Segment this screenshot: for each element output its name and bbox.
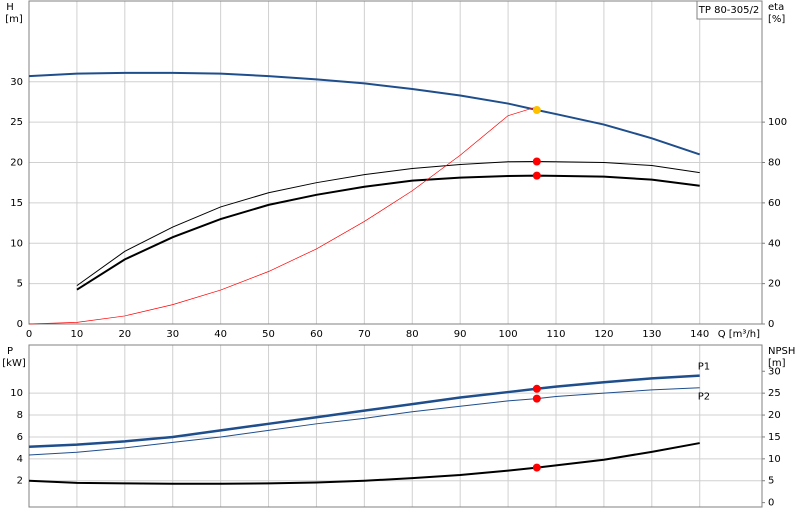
x-tick-label: 120 [594, 329, 613, 340]
y-tick-label: 20 [10, 158, 23, 169]
x-tick-label: 0 [26, 329, 32, 340]
curve [28, 442, 700, 485]
x-tick-label: 10 [71, 329, 84, 340]
chart-title: TP 80-305/2 [698, 5, 759, 16]
curve [28, 387, 700, 456]
y2-tick-label: 20 [768, 279, 781, 290]
y2-tick-label: 80 [768, 158, 781, 169]
curve [28, 106, 537, 325]
duty-point [532, 106, 541, 115]
y2-axis-unit: [m] [768, 358, 786, 369]
y-tick-label: 15 [10, 198, 23, 209]
y2-tick-label: 25 [768, 388, 781, 399]
y2-tick-label: 0 [768, 498, 774, 509]
duty-point [532, 157, 541, 166]
y2-tick-label: 20 [768, 410, 781, 421]
plot-frame [28, 0, 763, 325]
y-axis-unit: [kW] [2, 358, 26, 369]
x-tick-label: 130 [642, 329, 661, 340]
x-tick-label: 60 [310, 329, 323, 340]
x-tick-label: 140 [690, 329, 709, 340]
x-tick-label: 40 [214, 329, 227, 340]
y-tick-label: 5 [17, 279, 23, 290]
curve [28, 374, 700, 449]
y-tick-label: 10 [10, 238, 23, 249]
x-tick-label: 50 [262, 329, 275, 340]
y2-tick-label: 100 [768, 117, 787, 128]
duty-point [532, 394, 541, 403]
curve-label: P1 [698, 362, 710, 373]
duty-point [532, 463, 541, 472]
duty-point [532, 171, 541, 180]
title-box [696, 0, 763, 20]
y2-tick-label: 30 [768, 366, 781, 377]
x-axis-label: Q [m³/h] [718, 329, 760, 340]
curve-label: P2 [698, 392, 710, 403]
y-axis-label: P [7, 346, 13, 357]
x-tick-label: 110 [546, 329, 565, 340]
x-tick-label: 90 [454, 329, 467, 340]
x-tick-label: 80 [406, 329, 419, 340]
y-axis-unit: [m] [5, 14, 23, 25]
y2-tick-label: 5 [768, 476, 774, 487]
y-tick-label: 30 [10, 77, 23, 88]
curve [76, 160, 700, 287]
x-tick-label: 30 [166, 329, 179, 340]
y-tick-label: 2 [17, 476, 23, 487]
x-tick-label: 20 [118, 329, 131, 340]
y-tick-label: 0 [17, 319, 23, 330]
x-tick-label: 100 [499, 329, 518, 340]
y-tick-label: 4 [17, 454, 23, 465]
y-tick-label: 8 [17, 410, 23, 421]
y-tick-label: 6 [17, 432, 23, 443]
y2-axis-unit: [%] [768, 14, 785, 25]
y2-axis-label: eta [768, 2, 784, 13]
y-axis-label: H [6, 2, 14, 13]
y-tick-label: 10 [10, 388, 23, 399]
y2-tick-label: 60 [768, 198, 781, 209]
y2-axis-label: NPSH [768, 346, 795, 357]
duty-point [532, 384, 541, 393]
curve [28, 71, 701, 156]
plot-frame [28, 344, 763, 508]
y2-tick-label: 0 [768, 319, 774, 330]
y2-tick-label: 10 [768, 454, 781, 465]
y2-tick-label: 40 [768, 238, 781, 249]
y2-tick-label: 15 [768, 432, 781, 443]
curve [76, 174, 700, 291]
y-tick-label: 25 [10, 117, 23, 128]
x-tick-label: 70 [358, 329, 371, 340]
